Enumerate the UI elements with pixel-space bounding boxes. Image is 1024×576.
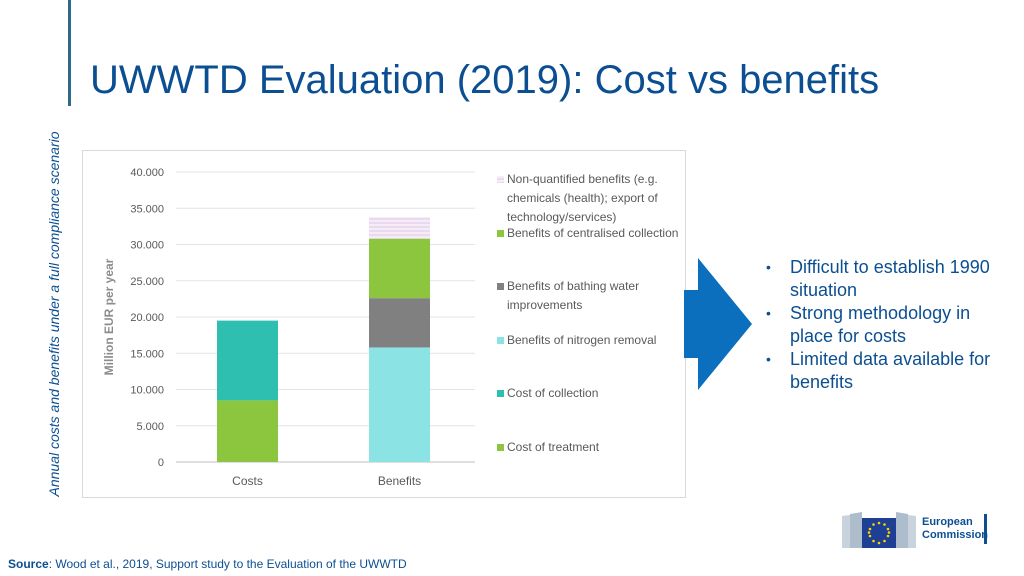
bar-segment (369, 298, 430, 348)
source-text: : Wood et al., 2019, Support study to th… (48, 557, 407, 571)
bullet-item: Strong methodology in place for costs (766, 302, 1006, 348)
bar-segment (217, 320, 278, 401)
legend-label: Cost of collection (507, 386, 598, 400)
slide-title: UWWTD Evaluation (2019): Cost vs benefit… (90, 58, 880, 102)
y-tick-label: 40.000 (130, 167, 164, 179)
stacked-bar-chart: 0 5.000 10.000 15.000 20.000 25.000 30.000 35.0… (102, 167, 678, 488)
y-axis-label: Million EUR per year (102, 258, 116, 375)
y-tick-label: 30.000 (130, 240, 164, 252)
ec-logo-divider (984, 514, 987, 544)
y-tick-label: 25.000 (130, 276, 164, 288)
bullet-item: Difficult to establish 1990 situation (766, 256, 1006, 302)
y-tick-label: 0 (158, 457, 164, 469)
y-tick-label: 5.000 (136, 421, 164, 433)
bar-segment (369, 238, 430, 299)
source-note: Source: Wood et al., 2019, Support study… (8, 557, 407, 571)
y-tick-label: 20.000 (130, 312, 164, 324)
x-category-label: Benefits (378, 474, 421, 488)
legend-label: Non-quantified benefits (e.g. chemicals (… (507, 172, 658, 224)
legend-label: Benefits of centralised collection (507, 226, 678, 240)
ec-logo-line1: European (922, 516, 973, 528)
bullet-item: Limited data available for benefits (766, 348, 1006, 394)
bullet-list: Difficult to establish 1990 situation St… (766, 256, 1006, 394)
european-commission-logo: European Commission (840, 508, 988, 550)
source-label: Source (8, 557, 49, 571)
ec-logo-text: European Commission (922, 516, 988, 542)
chart-frame: 0 5.000 10.000 15.000 20.000 25.000 30.000 35.0… (82, 150, 686, 498)
bar-segment (369, 216, 430, 239)
legend-label: Benefits of nitrogen removal (507, 333, 656, 347)
legend-swatch (497, 390, 504, 397)
title-accent-bar (68, 0, 71, 106)
legend-swatch (497, 444, 504, 451)
ec-logo-line2: Commission (922, 529, 989, 541)
legend-swatch (497, 283, 504, 290)
side-axis-caption: Annual costs and benefits under a full c… (46, 131, 62, 497)
legend-label: Benefits of bathing water improvements (507, 279, 639, 312)
legend-swatch (497, 230, 504, 237)
ec-building-flag-icon (842, 512, 916, 548)
legend-swatch (497, 176, 504, 183)
legend-swatch (497, 337, 504, 344)
bar-segment (217, 400, 278, 462)
y-tick-label: 35.000 (130, 203, 164, 215)
y-tick-label: 10.000 (130, 385, 164, 397)
y-tick-label: 15.000 (130, 348, 164, 360)
bar-segment (369, 347, 430, 462)
x-category-label: Costs (232, 474, 263, 488)
legend-label: Cost of treatment (507, 440, 600, 454)
right-arrow-icon (684, 258, 752, 390)
